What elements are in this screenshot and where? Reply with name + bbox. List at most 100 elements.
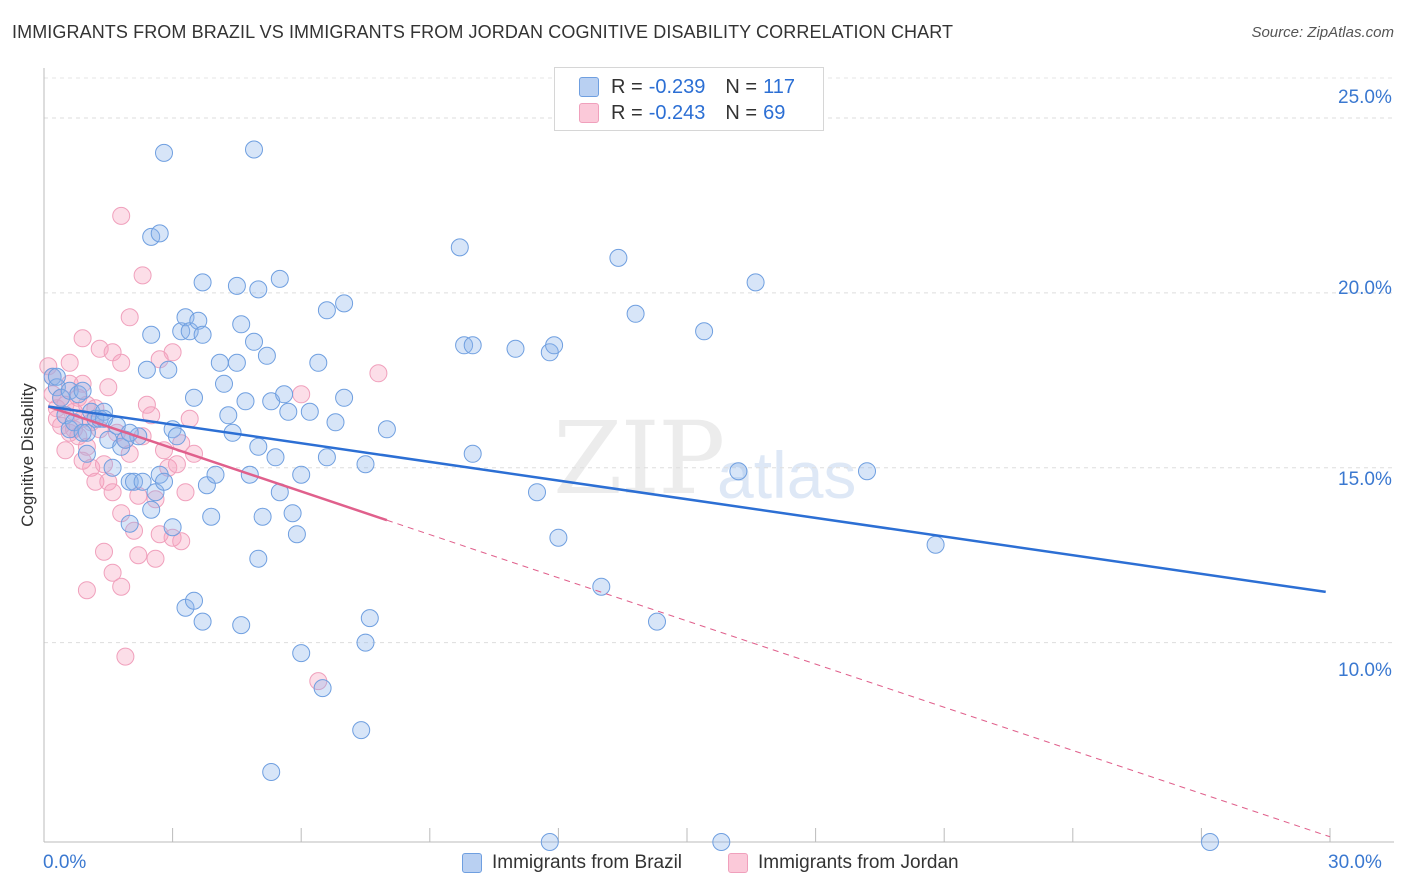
- y-tick-20: 20.0%: [1338, 278, 1392, 299]
- jordan-swatch: [579, 103, 599, 123]
- brazil-point-111: [712, 833, 731, 851]
- brazil-point-57: [279, 402, 298, 421]
- jordan-point-57: [112, 577, 131, 596]
- jordan-point-56: [103, 563, 122, 582]
- jordan-point-62: [116, 647, 135, 666]
- brazil-point-79: [609, 248, 628, 267]
- jordan-point-61: [77, 581, 96, 600]
- brazil-point-97: [142, 500, 161, 519]
- brazil-point-25: [142, 325, 161, 344]
- y-tick-10: 10.0%: [1338, 660, 1392, 681]
- brazil-point-45: [227, 353, 246, 372]
- brazil-point-63: [317, 448, 336, 467]
- brazil-point-115: [73, 423, 92, 442]
- stats-box: R = -0.239 N = 117 R = -0.243 N = 69: [554, 67, 824, 131]
- x-tick-min: 0.0%: [43, 852, 87, 873]
- y-tick-25: 25.0%: [1338, 87, 1392, 108]
- jordan-r-value: -0.243: [648, 101, 706, 124]
- y-tick-15: 15.0%: [1338, 469, 1392, 490]
- brazil-point-37: [193, 325, 212, 344]
- brazil-point-108: [352, 721, 371, 740]
- brazil-point-110: [540, 833, 559, 851]
- brazil-point-72: [249, 280, 268, 299]
- brazil-point-74: [317, 301, 336, 320]
- brazil-point-91: [592, 577, 611, 596]
- brazil-point-104: [292, 644, 311, 663]
- brazil-point-73: [270, 269, 289, 288]
- jordan-point-7: [56, 441, 75, 460]
- jordan-point-22: [86, 472, 105, 491]
- brazil-point-80: [746, 273, 765, 292]
- jordan-point-41: [167, 455, 186, 474]
- brazil-point-66: [356, 455, 375, 474]
- jordan-point-55: [95, 542, 113, 561]
- watermark-zip: ZIP: [553, 400, 725, 517]
- brazil-point-46: [232, 315, 251, 334]
- brazil-point-83: [506, 339, 525, 358]
- brazil-point-52: [257, 346, 276, 365]
- stats-row-jordan: R = -0.243 N = 69: [579, 101, 785, 125]
- brazil-point-54: [266, 448, 285, 467]
- brazil-point-51: [253, 507, 272, 526]
- brazil-point-116: [47, 367, 66, 386]
- jordan-point-35: [142, 406, 161, 425]
- jordan-point-43: [176, 483, 195, 502]
- brazil-point-0: [43, 367, 62, 386]
- source-label: Source: ZipAtlas.com: [1251, 24, 1394, 41]
- brazil-point-98: [163, 518, 182, 537]
- jordan-point-50: [112, 353, 131, 372]
- jordan-point-25: [99, 472, 118, 491]
- watermark-atlas: atlas: [717, 438, 857, 512]
- jordan-point-36: [146, 490, 165, 509]
- brazil-point-85: [545, 336, 564, 355]
- brazil-point-87: [695, 322, 714, 341]
- brazil-point-35: [185, 388, 203, 407]
- legend-item-jordan[interactable]: Immigrants from Jordan: [728, 852, 959, 874]
- jordan-point-47: [73, 329, 92, 348]
- brazil-point-94: [858, 462, 876, 481]
- brazil-point-9: [77, 423, 96, 442]
- brazil-point-82: [463, 336, 482, 355]
- brazil-r-label: R =: [611, 75, 643, 98]
- brazil-point-88: [463, 444, 482, 463]
- brazil-point-49: [245, 332, 263, 351]
- brazil-point-69: [150, 224, 169, 243]
- jordan-n-label: N =: [725, 101, 758, 124]
- brazil-point-10: [77, 444, 96, 463]
- brazil-point-50: [249, 437, 268, 456]
- legend-brazil-label: Immigrants from Brazil: [492, 852, 683, 873]
- jordan-point-18: [77, 437, 96, 456]
- legend-item-brazil[interactable]: Immigrants from Brazil: [462, 852, 682, 874]
- brazil-point-62: [309, 353, 328, 372]
- legend-jordan-swatch: [728, 853, 748, 873]
- brazil-point-92: [648, 612, 666, 631]
- brazil-point-109: [262, 763, 281, 781]
- brazil-point-71: [227, 276, 246, 295]
- brazil-point-77: [245, 140, 263, 159]
- brazil-point-58: [283, 504, 302, 523]
- brazil-r-value: -0.239: [648, 75, 706, 98]
- brazil-point-8: [73, 381, 92, 400]
- jordan-point-46: [60, 353, 79, 372]
- brazil-point-70: [193, 273, 212, 292]
- brazil-point-89: [528, 483, 546, 502]
- brazil-point-106: [356, 633, 375, 652]
- brazil-trend-line: [48, 405, 1326, 594]
- brazil-point-36: [189, 311, 208, 330]
- brazil-point-61: [300, 402, 319, 421]
- jordan-point-26: [103, 483, 122, 502]
- chart-title: IMMIGRANTS FROM BRAZIL VS IMMIGRANTS FRO…: [12, 22, 954, 42]
- jordan-point-60: [172, 532, 191, 551]
- jordan-point-51: [120, 308, 139, 327]
- brazil-point-20: [120, 472, 139, 491]
- jordan-point-53: [112, 206, 131, 225]
- brazil-point-107: [360, 609, 379, 628]
- jordan-point-44: [180, 409, 199, 428]
- brazil-point-105: [313, 679, 332, 698]
- brazil-point-93: [729, 462, 748, 481]
- brazil-point-75: [335, 294, 354, 313]
- jordan-point-58: [129, 546, 148, 565]
- brazil-point-42: [215, 374, 233, 393]
- brazil-point-28: [155, 472, 173, 491]
